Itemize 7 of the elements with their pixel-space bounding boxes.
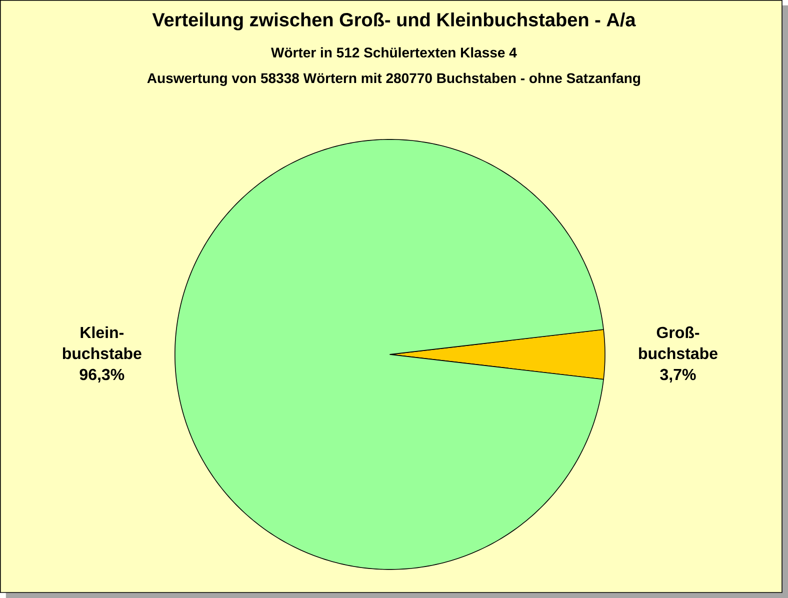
slice-label: Groß-buchstabe: [639, 326, 718, 359]
slice-label: Klein-buchstabe: [62, 326, 142, 359]
data-label: 3,7%: [660, 368, 696, 382]
text: Auswertung von 58338 Wörtern mit 280770 Buchstaben - ohne Satzanfang: [147, 72, 640, 86]
chart-subtitle: Wörter in 512 Schülertexten Klasse 4: [271, 47, 517, 58]
chart-title: Verteilung zwischen Groß- und Kleinbuchstaben - A/a: [152, 12, 636, 30]
data-label: 96,3%: [80, 368, 124, 382]
